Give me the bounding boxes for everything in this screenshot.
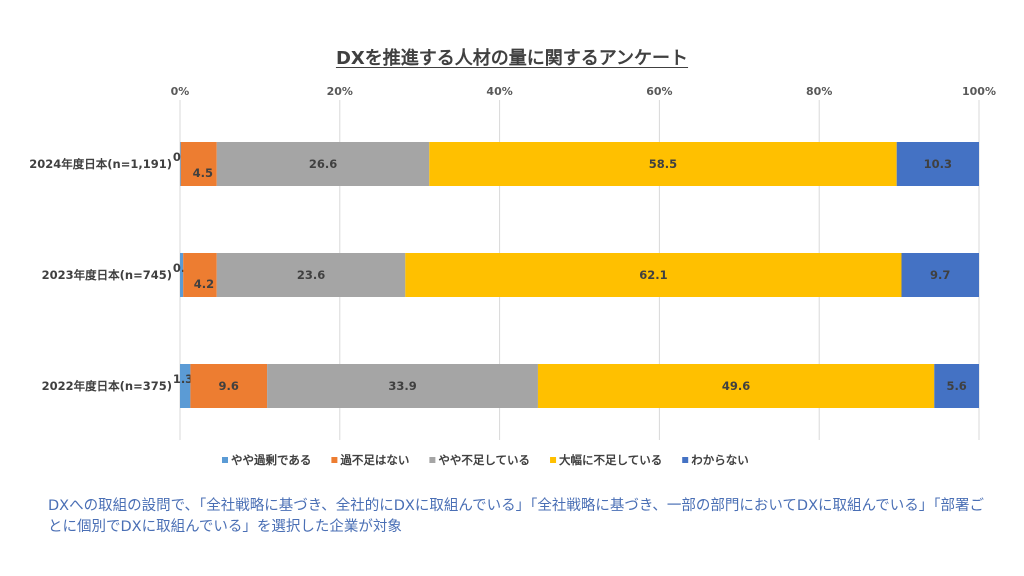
data-label: 4.2 xyxy=(194,277,214,291)
legend-swatch xyxy=(331,457,338,463)
data-label: 58.5 xyxy=(649,157,677,171)
chart-title-text: DXを推進する人材の量に関するアンケート xyxy=(335,48,689,69)
x-tick-label: 60% xyxy=(646,85,672,98)
data-label: 9.7 xyxy=(930,268,950,282)
legend-label: やや不足している xyxy=(438,453,530,467)
chart-title: DXを推進する人材の量に関するアンケート xyxy=(0,44,1024,70)
bar-segment xyxy=(180,142,181,186)
data-label: 1.3 xyxy=(173,372,193,386)
data-label: 62.1 xyxy=(639,268,667,282)
bar-segment xyxy=(429,142,897,186)
legend-swatch xyxy=(682,457,689,463)
bar-segment xyxy=(180,364,191,408)
data-label: 5.6 xyxy=(946,379,966,393)
bar-segment xyxy=(901,253,979,297)
data-label: 33.9 xyxy=(388,379,416,393)
legend-swatch xyxy=(222,457,228,463)
bar-segment xyxy=(216,142,430,186)
x-tick-label: 0% xyxy=(171,85,190,98)
data-label: 49.6 xyxy=(722,379,750,393)
footnote: DXへの取組の設問で、「全社戦略に基づき、全社的にDXに取組んでいる」「全社戦略… xyxy=(48,498,985,535)
data-label: 26.6 xyxy=(309,157,337,171)
data-label: 4.5 xyxy=(193,166,213,180)
legend-swatch xyxy=(550,457,557,463)
bar-segment xyxy=(180,253,184,297)
legend-swatch xyxy=(429,457,436,463)
category-label: 2024年度日本(n=1,191) xyxy=(29,157,172,171)
data-label: 23.6 xyxy=(297,268,325,282)
category-label: 2023年度日本(n=745) xyxy=(42,268,172,282)
legend-label: 過不足はない xyxy=(339,453,409,467)
x-tick-label: 80% xyxy=(806,85,832,98)
bar-segment xyxy=(405,253,902,297)
data-label: 9.6 xyxy=(219,379,239,393)
x-tick-label: 100% xyxy=(962,85,996,98)
bar-segment xyxy=(216,253,406,297)
bar-segment xyxy=(934,364,979,408)
legend-label: 大幅に不足している xyxy=(559,453,662,467)
category-label: 2022年度日本(n=375) xyxy=(42,379,172,393)
x-tick-label: 20% xyxy=(327,85,353,98)
x-tick-label: 40% xyxy=(486,85,512,98)
bar-segment xyxy=(267,364,538,408)
bar-segment xyxy=(183,253,217,297)
bar-segment xyxy=(190,364,268,408)
legend-label: やや過剰である xyxy=(231,453,311,467)
bar-segment xyxy=(537,364,935,408)
bar-segment xyxy=(180,142,217,186)
bar-segment xyxy=(896,142,979,186)
data-label: 10.3 xyxy=(924,157,952,171)
legend-label: わからない xyxy=(691,453,749,467)
